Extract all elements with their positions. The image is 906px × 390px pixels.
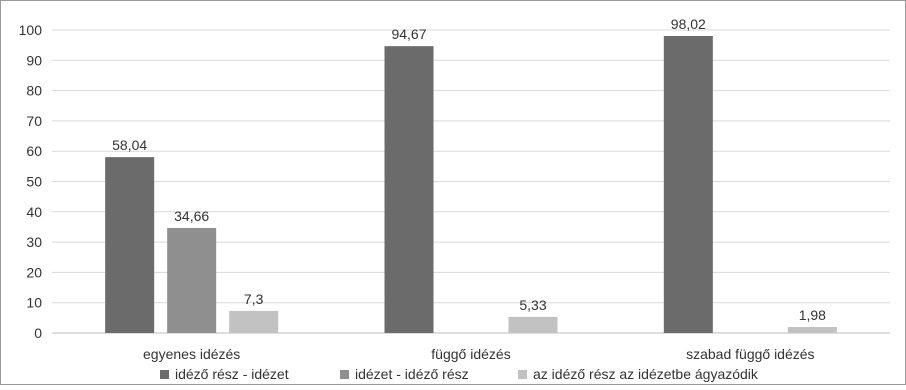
y-tick-label: 40: [26, 204, 42, 220]
legend-label: idéző rész - idézet: [175, 366, 289, 382]
bar: [385, 46, 434, 333]
data-label: 58,04: [112, 137, 147, 153]
y-tick-label: 20: [26, 264, 42, 280]
legend: idéző rész - idézet idézet - idéző rész az…: [160, 366, 759, 382]
legend-label: az idéző rész az idézetbe ágyazódik: [533, 366, 759, 382]
x-category-label: függő idézés: [431, 346, 510, 362]
y-tick-label: 100: [19, 22, 43, 38]
y-tick-label: 10: [26, 295, 42, 311]
bar: [664, 36, 713, 333]
bar: [509, 317, 558, 333]
y-tick-label: 90: [26, 52, 42, 68]
legend-swatch: [518, 370, 527, 379]
data-label: 7,3: [244, 291, 264, 307]
y-tick-label: 30: [26, 234, 42, 250]
y-tick-label: 0: [34, 325, 42, 341]
data-label: 98,02: [671, 16, 706, 32]
legend-swatch: [160, 370, 169, 379]
bar: [105, 157, 154, 333]
legend-swatch: [340, 370, 349, 379]
bar: [788, 327, 837, 333]
y-tick-label: 50: [26, 174, 42, 190]
bar: [167, 228, 216, 333]
x-category-label: szabad függő idézés: [686, 346, 814, 362]
bar: [229, 311, 278, 333]
data-label: 5,33: [519, 297, 546, 313]
y-tick-label: 60: [26, 143, 42, 159]
x-category-label: egyenes idézés: [143, 346, 240, 362]
data-label: 1,98: [799, 307, 826, 323]
legend-label: idézet - idéző rész: [355, 366, 469, 382]
y-tick-label: 70: [26, 113, 42, 129]
data-label: 94,67: [391, 26, 426, 42]
y-tick-label: 80: [26, 83, 42, 99]
data-label: 34,66: [174, 208, 209, 224]
